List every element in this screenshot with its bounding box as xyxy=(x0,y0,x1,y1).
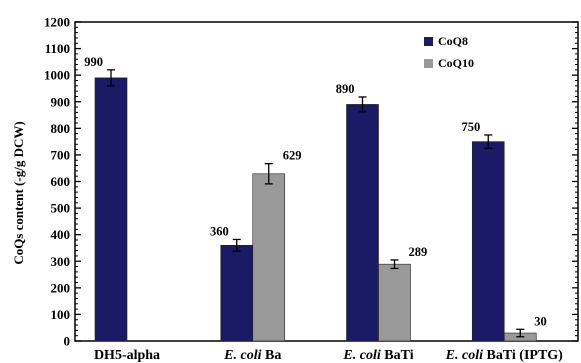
legend-swatch-coq10 xyxy=(424,59,433,68)
y-tick-label: 700 xyxy=(51,147,71,162)
y-tick-label: 1200 xyxy=(44,15,70,30)
legend-label-coq10: CoQ10 xyxy=(438,56,474,70)
bar-coq8 xyxy=(471,141,505,342)
category-label: E. coli BaTi (IPTG) xyxy=(445,348,564,363)
data-label: 890 xyxy=(336,82,355,96)
y-tick-label: 400 xyxy=(51,227,71,242)
legend: CoQ8 CoQ10 xyxy=(424,34,474,70)
bar-coq8 xyxy=(346,104,379,342)
y-tick-label: 1000 xyxy=(44,68,70,83)
y-tick-label: 1100 xyxy=(45,41,70,56)
data-label: 289 xyxy=(409,245,428,259)
data-labels: 990 360 629 890 289 750 30 xyxy=(84,55,547,328)
y-tick-label: 900 xyxy=(51,94,71,109)
data-label: 750 xyxy=(462,120,481,134)
y-axis-label: CoQs content (-g/g DCW) xyxy=(11,121,26,264)
legend-label-coq8: CoQ8 xyxy=(438,34,468,48)
y-tick-label: 600 xyxy=(51,174,71,189)
bar-coq8 xyxy=(220,245,254,342)
category-label: DH5-alpha xyxy=(94,348,160,363)
category-label: E. coli Ba xyxy=(223,348,281,363)
data-label: 30 xyxy=(534,314,547,328)
y-tick-label: 200 xyxy=(51,280,71,295)
y-tick-label: 100 xyxy=(51,307,71,322)
y-tick-label: 800 xyxy=(51,121,71,136)
y-tick-label: 300 xyxy=(51,254,71,269)
bar-coq10 xyxy=(378,263,411,342)
data-label: 990 xyxy=(84,55,103,69)
y-tick-label: 0 xyxy=(64,334,71,349)
bars xyxy=(94,69,537,342)
bar-coq10 xyxy=(252,173,286,342)
y-axis-ticks: 0 100 200 300 400 500 600 700 800 900 1000 1100 1200 xyxy=(44,15,578,349)
category-label: E. coli BaTi xyxy=(342,348,413,363)
y-tick-label: 500 xyxy=(51,201,71,216)
category-labels: DH5-alpha E. coli Ba E. coli BaTi E. coli B… xyxy=(94,348,563,363)
data-label: 360 xyxy=(210,224,229,238)
legend-swatch-coq8 xyxy=(424,37,433,46)
bar-coq8 xyxy=(94,77,128,342)
data-label: 629 xyxy=(283,149,302,163)
